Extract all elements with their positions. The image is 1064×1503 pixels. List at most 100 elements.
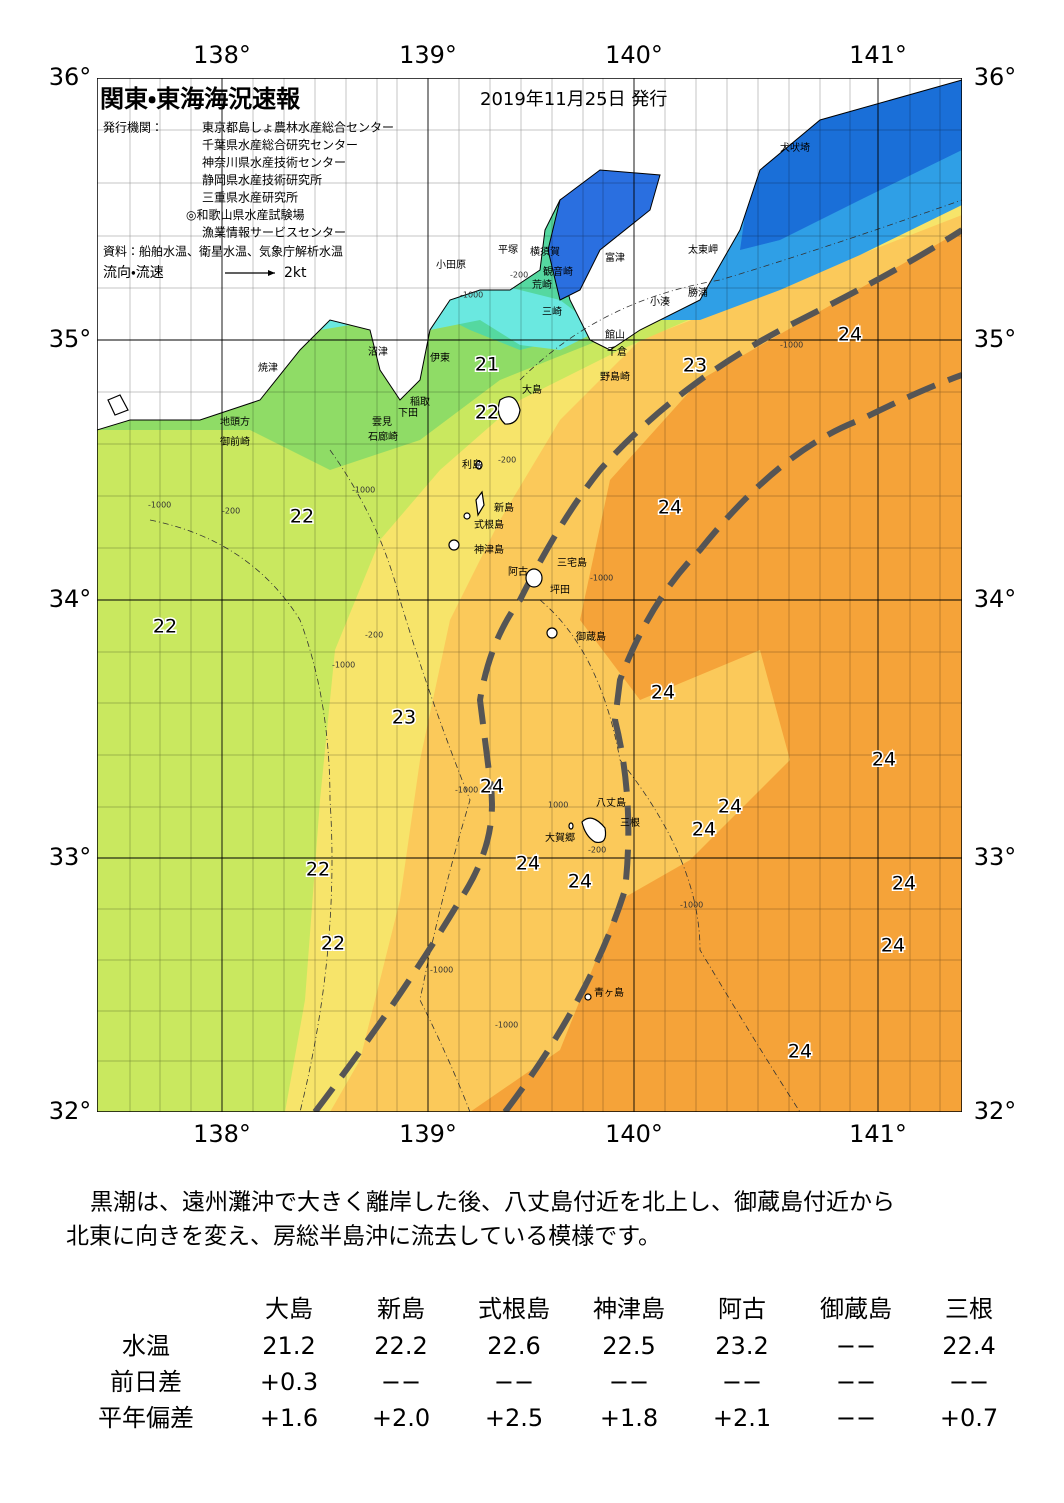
temperature-label: 22	[290, 506, 314, 528]
depth-label: -1000	[148, 501, 171, 510]
place-name: 地頭方	[220, 415, 250, 428]
table-header: 三根	[945, 1295, 993, 1323]
place-name: 犬吠埼	[780, 141, 810, 154]
lon-label-top: 139°	[399, 41, 457, 69]
lon-label-bottom: 139°	[399, 1120, 457, 1148]
place-name: 焼津	[258, 362, 278, 374]
depth-label: -1000	[590, 574, 613, 583]
table-header: 式根島	[478, 1295, 550, 1323]
place-name: 観音崎	[543, 265, 573, 278]
table-cell: −−	[836, 1404, 876, 1432]
publisher-label: 発行機関：	[103, 121, 163, 135]
lat-label-right: 35°	[974, 325, 1017, 353]
temperature-label: 22	[153, 616, 177, 638]
place-name: 青ヶ島	[594, 986, 624, 999]
publisher: 静岡県水産技術研究所	[202, 172, 322, 187]
lat-label-left: 33°	[49, 843, 92, 871]
table-cell: +2.5	[485, 1404, 543, 1432]
table-cell: +2.1	[713, 1404, 771, 1432]
depth-label: -200	[498, 456, 516, 465]
temperature-label: 24	[718, 796, 742, 818]
temperature-label: 22	[306, 859, 330, 881]
place-name: 伊東	[430, 351, 450, 364]
place-name: 石廊崎	[368, 430, 398, 443]
description-line: 北東に向きを変え、房総半島沖に流去している模様です。	[66, 1224, 661, 1250]
lon-label-top: 140°	[605, 41, 663, 69]
place-name: 坪田	[550, 583, 570, 596]
depth-label: -200	[365, 631, 383, 640]
publisher: 東京都島しょ農林水産総合センター	[202, 120, 394, 135]
table-cell: +2.0	[372, 1404, 430, 1432]
place-name: 利島	[462, 458, 482, 471]
table-header: 新島	[377, 1295, 425, 1323]
place-name: 三根	[620, 816, 640, 829]
place-name: 小田原	[436, 259, 466, 271]
place-name: 平塚	[498, 244, 518, 256]
table-cell: −−	[609, 1368, 649, 1396]
place-name: 阿古	[508, 565, 528, 578]
place-name: 沼津	[368, 345, 388, 358]
place-name: 八丈島	[596, 796, 626, 809]
lat-label-right: 36°	[974, 63, 1017, 91]
legend-arrowhead	[268, 270, 275, 276]
issue-date: 2019年11月25日 発行	[480, 89, 667, 110]
place-name: 御蔵島	[576, 630, 606, 643]
place-name: 下田	[398, 408, 418, 419]
table-cell: 22.4	[942, 1332, 995, 1360]
place-name: 御前崎	[220, 435, 250, 448]
temperature-label: 24	[651, 682, 675, 704]
table-cell: +1.8	[600, 1404, 658, 1432]
temperature-label: 24	[568, 871, 592, 893]
depth-label: -1000	[455, 786, 478, 795]
place-name: 三宅島	[557, 556, 587, 569]
place-name: 稲取	[410, 396, 430, 408]
temperature-label: 24	[516, 853, 540, 875]
depth-label: -1000	[495, 1021, 518, 1030]
publisher: ◎和歌山県水産試験場	[186, 207, 304, 222]
publisher: 神奈川県水産技術センター	[202, 155, 346, 170]
table-row-label: 平年偏差	[98, 1404, 194, 1432]
depth-label: -200	[222, 507, 240, 516]
depth-label: -1000	[780, 341, 803, 350]
table-header: 阿古	[718, 1295, 766, 1323]
depth-label: 1000	[548, 801, 568, 810]
temperature-label: 22	[475, 402, 499, 424]
temperature-label: 24	[788, 1041, 812, 1063]
description-line: 黒潮は、遠州灘沖で大きく離岸した後、八丈島付近を北上し、御蔵島付近から	[90, 1190, 895, 1216]
temperature-label: 23	[392, 707, 416, 729]
table-cell: −−	[722, 1368, 762, 1396]
temperature-label: 24	[838, 324, 862, 346]
lat-label-left: 32°	[49, 1097, 92, 1125]
place-name: 富津	[605, 251, 625, 264]
grid	[97, 78, 962, 1112]
table-header: 大島	[265, 1295, 313, 1323]
place-name: 大島	[522, 383, 542, 396]
lat-label-left: 34°	[49, 585, 92, 613]
lat-label-left: 35°	[49, 325, 92, 353]
table-cell: +0.3	[260, 1368, 318, 1396]
temperature-label: 21	[475, 354, 499, 376]
table-row-label: 前日差	[110, 1368, 182, 1396]
place-name: 荒崎	[532, 278, 552, 291]
publisher: 漁業情報サービスセンター	[202, 226, 346, 240]
temperature-label: 24	[881, 935, 905, 957]
temperature-label: 22	[321, 933, 345, 955]
lat-label-left: 36°	[49, 63, 92, 91]
table-cell: −−	[836, 1368, 876, 1396]
table-cell: +0.7	[940, 1404, 998, 1432]
place-name: 館山	[605, 328, 625, 341]
temperature-label: 24	[872, 749, 896, 771]
temperature-label: 23	[683, 355, 707, 377]
data-source: 資料：船舶水温、衛星水温、気象庁解析水温	[103, 244, 343, 259]
table-cell: 22.2	[374, 1332, 427, 1360]
depth-label: -200	[510, 271, 528, 280]
place-name: 小湊	[650, 295, 670, 308]
legend-label: 流向・流速	[103, 265, 164, 281]
publisher: 千葉県水産総合研究センター	[202, 137, 358, 152]
lat-label-right: 34°	[974, 585, 1017, 613]
depth-label: -1000	[680, 901, 703, 910]
lon-label-top: 138°	[193, 41, 251, 69]
depth-contours	[149, 199, 962, 1112]
lon-label-bottom: 141°	[849, 1120, 907, 1148]
